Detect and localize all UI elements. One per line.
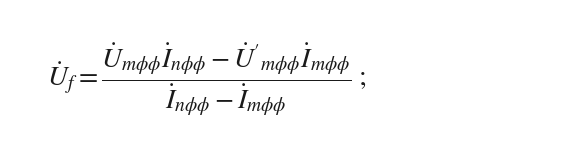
Text: $\dot{U}_f = \dfrac{\dot{U}_{m\phi\phi}\dot{I}_{n\phi\phi} - \dot{U}'_{m\phi\phi: $\dot{U}_f = \dfrac{\dot{U}_{m\phi\phi}\… (47, 41, 367, 118)
